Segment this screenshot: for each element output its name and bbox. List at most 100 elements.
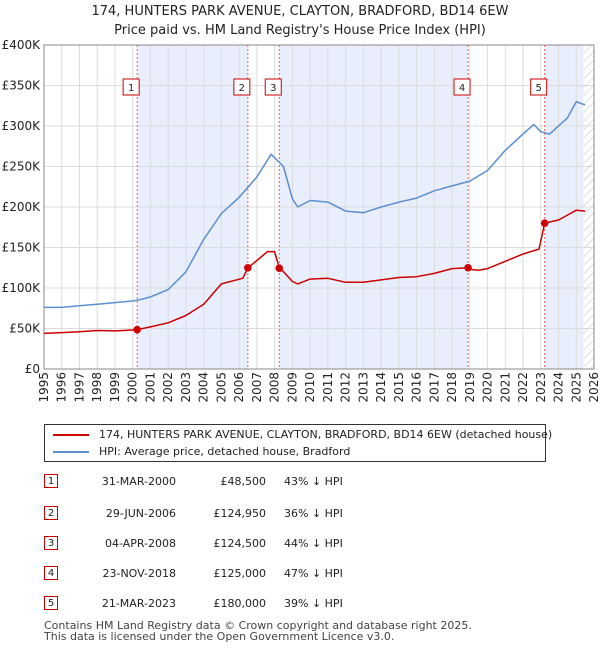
- y-tick-label: £300K: [2, 119, 42, 133]
- sale-label-number: 4: [459, 83, 465, 94]
- transaction-hpi-diff: 36% ↓ HPI: [284, 507, 343, 520]
- table-row: 2 29-JUN-2006 £124,950 36% ↓ HPI: [0, 504, 600, 524]
- x-tick-label: 2009: [285, 372, 299, 403]
- transaction-date: 29-JUN-2006: [105, 507, 176, 520]
- y-tick-label: £150K: [2, 241, 42, 255]
- transaction-number-badge: 5: [44, 596, 58, 610]
- sale-point: [540, 219, 549, 227]
- x-tick-label: 1999: [108, 372, 122, 403]
- transaction-date: 21-MAR-2023: [101, 597, 176, 610]
- x-tick-label: 2014: [374, 372, 388, 403]
- transaction-price: £124,950: [213, 507, 267, 520]
- legend-label-property: 174, HUNTERS PARK AVENUE, CLAYTON, BRADF…: [99, 428, 553, 441]
- transaction-number-badge: 1: [44, 474, 58, 488]
- legend-item-property: 174, HUNTERS PARK AVENUE, CLAYTON, BRADF…: [53, 426, 552, 444]
- x-tick-label: 2001: [143, 372, 157, 403]
- x-tick-label: 1996: [55, 372, 69, 403]
- legend-item-hpi: HPI: Average price, detached house, Brad…: [53, 443, 350, 461]
- x-tick-label: 2011: [321, 372, 335, 403]
- series-lines: [43, 100, 586, 335]
- legend-swatch-property: [53, 434, 89, 436]
- x-tick-label: 2005: [214, 372, 228, 403]
- y-tick-label: £400K: [2, 38, 42, 52]
- x-tick-label: 2006: [232, 372, 246, 403]
- transaction-hpi-diff: 47% ↓ HPI: [284, 567, 343, 580]
- x-tick-label: 2015: [392, 372, 406, 403]
- x-tick-label: 2016: [410, 372, 424, 403]
- sale-point: [244, 263, 252, 272]
- transaction-price: £124,500: [213, 537, 267, 550]
- chart-title: 174, HUNTERS PARK AVENUE, CLAYTON, BRADF…: [0, 2, 600, 40]
- y-tick-label: £350K: [2, 79, 42, 93]
- legend: 174, HUNTERS PARK AVENUE, CLAYTON, BRADF…: [44, 424, 552, 462]
- sale-label-box: [453, 78, 471, 96]
- x-tick-label: 1998: [90, 372, 104, 403]
- sale-date-lines: [136, 45, 546, 369]
- chart-title-line1: 174, HUNTERS PARK AVENUE, CLAYTON, BRADF…: [91, 4, 509, 19]
- transaction-price: £125,000: [213, 567, 267, 580]
- x-tick-label: 2012: [339, 372, 353, 403]
- sale-label-box: [264, 78, 282, 96]
- sale-point: [464, 263, 472, 272]
- x-tick-label: 2000: [126, 372, 140, 403]
- transaction-date: 23-NOV-2018: [102, 567, 176, 580]
- transaction-number-badge: 3: [44, 536, 58, 550]
- sale-point: [275, 264, 284, 272]
- transaction-hpi-diff: 44% ↓ HPI: [284, 537, 343, 550]
- x-tick-label: 2002: [161, 372, 175, 403]
- transaction-hpi-diff: 39% ↓ HPI: [284, 597, 343, 610]
- sale-labels: 1 2 3 4 5: [122, 78, 548, 96]
- hpi-line: [44, 100, 586, 309]
- x-tick-label: 2007: [250, 372, 264, 403]
- transaction-hpi-diff: 43% ↓ HPI: [284, 475, 343, 488]
- sale-point: [133, 325, 141, 334]
- x-tick-label: 2020: [481, 372, 495, 403]
- transaction-date: 31-MAR-2000: [101, 475, 176, 488]
- y-tick-label: £50K: [9, 322, 41, 336]
- sale-label-number: 5: [535, 83, 541, 94]
- y-tick-label: £200K: [2, 200, 42, 214]
- transaction-price: £48,500: [220, 475, 267, 488]
- x-tick-label: 2003: [179, 372, 193, 403]
- x-tick-label: 2004: [197, 372, 211, 403]
- x-tick-label: 1995: [37, 372, 51, 403]
- x-tick-label: 2013: [356, 372, 370, 403]
- sale-label-number: 1: [128, 83, 134, 94]
- x-tick-label: 2026: [587, 372, 600, 403]
- sale-points: [133, 219, 549, 334]
- x-tick-label: 2022: [516, 372, 530, 403]
- transaction-number-badge: 2: [44, 506, 58, 520]
- property-price-line: [43, 209, 586, 335]
- sale-label-number: 2: [239, 83, 245, 94]
- x-tick-label: 2010: [303, 372, 317, 403]
- x-tick-label: 2021: [498, 372, 512, 403]
- transaction-price: £180,000: [213, 597, 267, 610]
- legend-label-hpi: HPI: Average price, detached house, Brad…: [99, 445, 351, 458]
- transaction-number-badge: 4: [44, 566, 58, 580]
- table-row: 5 21-MAR-2023 £180,000 39% ↓ HPI: [0, 594, 600, 614]
- plot-frame: [43, 44, 595, 370]
- legend-swatch-hpi: [53, 451, 89, 453]
- transaction-date: 04-APR-2008: [104, 537, 176, 550]
- x-tick-label: 2025: [569, 372, 583, 403]
- table-row: 3 04-APR-2008 £124,500 44% ↓ HPI: [0, 534, 600, 554]
- y-tick-label: £250K: [2, 160, 42, 174]
- footer-licence: This data is licensed under the Open Gov…: [44, 630, 395, 643]
- chart-subtitle: Price paid vs. HM Land Registry's House …: [114, 23, 486, 38]
- x-tick-label: 2018: [445, 372, 459, 403]
- footer-copyright: Contains HM Land Registry data © Crown c…: [44, 619, 472, 632]
- table-row: 1 31-MAR-2000 £48,500 43% ↓ HPI: [0, 472, 600, 492]
- table-row: 4 23-NOV-2018 £125,000 47% ↓ HPI: [0, 564, 600, 584]
- x-tick-label: 2024: [552, 372, 566, 403]
- sale-label-number: 3: [270, 83, 276, 94]
- axes: £0 £50K £100K £150K £200K £250K £300K £350K £400…: [2, 38, 600, 403]
- footer: Contains HM Land Registry data © Crown c…: [44, 620, 472, 642]
- y-tick-label: £100K: [2, 281, 42, 295]
- x-tick-label: 2008: [268, 372, 282, 403]
- x-tick-label: 2017: [427, 372, 441, 403]
- x-tick-label: 2023: [534, 372, 548, 403]
- y-tick-label: £0: [25, 362, 40, 376]
- x-tick-label: 2019: [463, 372, 477, 403]
- price-chart: £0 £50K £100K £150K £200K £250K £300K £350K £400…: [2, 38, 600, 403]
- sale-label-box: [122, 78, 140, 96]
